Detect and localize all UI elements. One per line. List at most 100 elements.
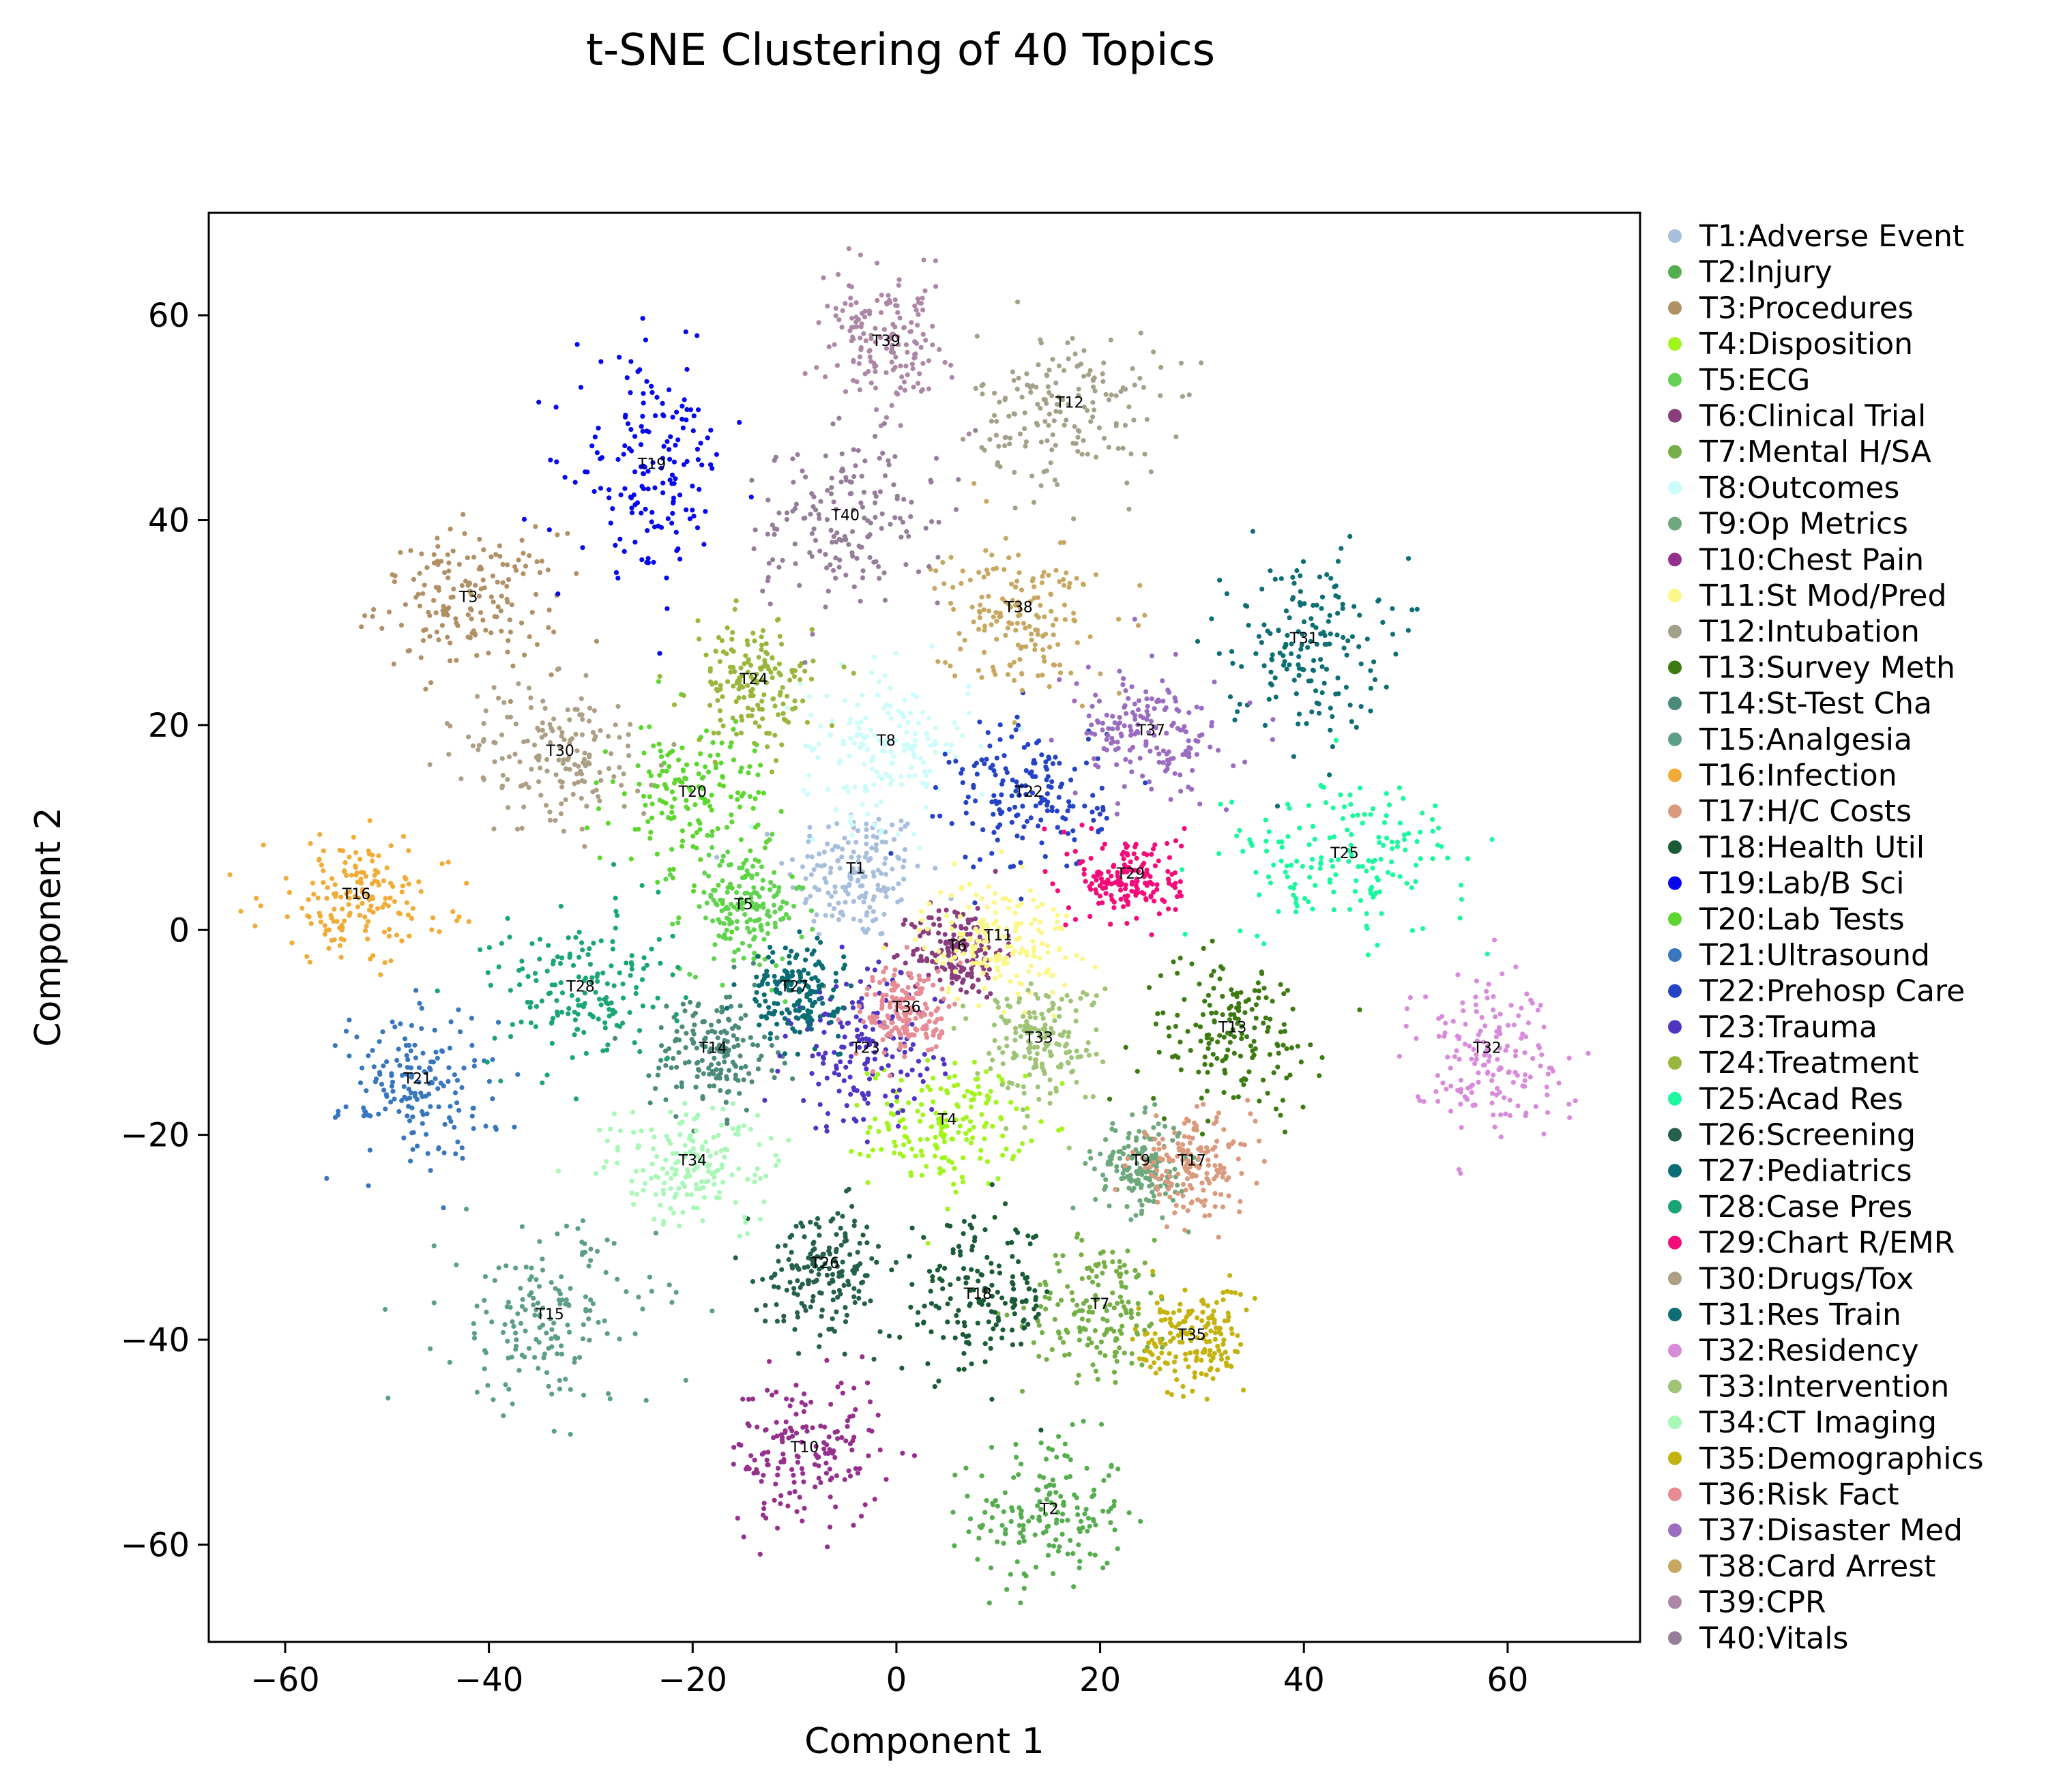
data-point <box>660 412 666 417</box>
data-point <box>518 1285 523 1291</box>
data-point <box>354 1034 360 1040</box>
data-point <box>1038 1119 1044 1124</box>
data-point <box>1300 864 1306 869</box>
data-point <box>361 870 366 875</box>
data-point <box>862 874 868 879</box>
data-point <box>750 1396 756 1402</box>
data-point <box>764 832 770 837</box>
data-point <box>912 743 918 748</box>
data-point <box>966 710 971 716</box>
data-point <box>512 1124 517 1130</box>
data-point <box>544 1370 550 1375</box>
data-point <box>1139 1168 1144 1173</box>
data-point <box>1340 816 1346 821</box>
data-point <box>959 1175 965 1180</box>
data-point <box>684 797 689 803</box>
data-point <box>1144 1161 1150 1166</box>
data-point <box>1088 419 1094 424</box>
data-point <box>1260 1077 1266 1083</box>
data-point <box>779 641 785 647</box>
data-point <box>1124 844 1129 851</box>
data-point <box>448 527 453 532</box>
data-point <box>1350 813 1356 819</box>
data-point <box>1130 366 1135 372</box>
data-point <box>999 781 1005 787</box>
data-point <box>432 1027 437 1033</box>
series-T3-points <box>359 512 600 704</box>
data-point <box>1257 1098 1262 1104</box>
data-point <box>715 752 720 758</box>
data-point <box>1031 499 1037 505</box>
data-point <box>810 1003 815 1008</box>
data-point <box>800 1005 806 1011</box>
data-point <box>750 864 756 869</box>
data-point <box>1025 741 1031 747</box>
data-point <box>1100 807 1106 812</box>
data-point <box>1165 1169 1170 1174</box>
data-point <box>638 442 644 447</box>
data-point <box>836 1288 842 1293</box>
data-point <box>498 608 503 614</box>
data-point <box>809 1071 815 1076</box>
data-point <box>993 772 998 778</box>
data-point <box>1205 1070 1210 1075</box>
data-point <box>952 1472 958 1478</box>
data-point <box>984 1069 989 1074</box>
data-point <box>398 622 405 628</box>
data-point <box>515 1311 521 1317</box>
data-point <box>800 1424 806 1430</box>
data-point <box>883 1093 888 1099</box>
data-point <box>697 486 702 493</box>
data-point <box>1284 863 1290 869</box>
data-point <box>453 1151 458 1157</box>
data-point <box>1117 1345 1122 1351</box>
data-point <box>838 1291 843 1297</box>
data-point <box>492 1035 497 1041</box>
data-point <box>532 1312 538 1318</box>
data-point <box>546 1383 551 1389</box>
data-point <box>755 954 761 959</box>
data-point <box>583 1308 589 1314</box>
data-point <box>1044 791 1050 797</box>
data-point <box>871 834 876 839</box>
data-point <box>703 915 709 921</box>
data-point <box>851 849 856 855</box>
data-point <box>1015 722 1021 728</box>
data-point <box>936 916 941 922</box>
data-point <box>664 575 669 581</box>
data-point <box>580 1336 586 1342</box>
data-point <box>1151 1096 1156 1101</box>
data-point <box>643 802 648 808</box>
data-point <box>979 1112 984 1117</box>
data-point <box>446 605 452 611</box>
data-point <box>368 903 374 909</box>
data-point <box>1072 424 1077 429</box>
data-point <box>785 970 790 975</box>
data-point <box>1229 799 1234 805</box>
data-point <box>536 399 542 405</box>
data-point <box>735 947 741 952</box>
data-point <box>471 1321 476 1326</box>
data-point <box>795 1278 800 1284</box>
data-point <box>1075 449 1081 454</box>
data-point <box>1075 1231 1081 1237</box>
data-point <box>1057 945 1062 952</box>
data-point <box>840 1390 845 1396</box>
data-point <box>1044 767 1049 772</box>
data-point <box>955 1082 961 1087</box>
data-point <box>1274 1042 1280 1047</box>
data-point <box>1120 1171 1126 1176</box>
data-point <box>471 1331 478 1336</box>
data-point <box>735 901 741 907</box>
data-point <box>464 1206 469 1212</box>
data-point <box>1150 1181 1155 1188</box>
data-point <box>761 1500 767 1506</box>
data-point <box>454 1078 461 1083</box>
data-point <box>1266 1025 1271 1030</box>
data-point <box>787 979 792 984</box>
data-point <box>1014 1559 1020 1565</box>
data-point <box>660 400 665 407</box>
data-point <box>510 1319 515 1325</box>
data-point <box>1409 885 1414 890</box>
